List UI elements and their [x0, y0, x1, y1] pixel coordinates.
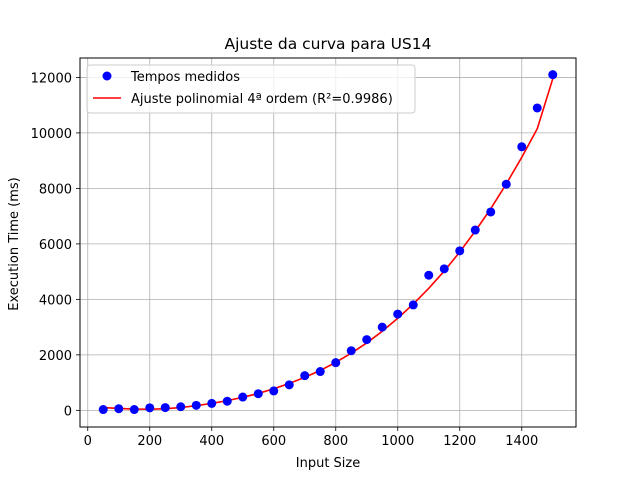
x-tick-label: 800 — [323, 434, 348, 449]
data-point — [486, 207, 496, 217]
data-point — [315, 367, 325, 377]
y-tick-label: 2000 — [39, 349, 72, 364]
data-point — [238, 392, 248, 402]
legend-box — [86, 64, 416, 114]
data-point — [377, 322, 387, 332]
data-point — [548, 70, 558, 80]
data-point — [253, 389, 263, 399]
legend-marker-scatter — [102, 71, 112, 81]
data-point — [160, 403, 170, 413]
data-point — [532, 103, 542, 113]
data-point — [269, 386, 279, 396]
data-point — [191, 400, 201, 410]
x-tick-label: 1400 — [505, 434, 538, 449]
y-axis-label: Execution Time (ms) — [7, 177, 22, 310]
plot-frame — [79, 57, 577, 428]
y-axis-ticks: 0 2000 4000 6000 8000 10000 12000 — [31, 71, 80, 419]
data-point — [114, 404, 124, 414]
legend-label-scatter: Tempos medidos — [130, 70, 240, 85]
data-point — [517, 142, 527, 152]
legend-label-line: Ajuste polinomial 4ª ordem (R²=0.9986) — [131, 92, 393, 107]
chart-title: Ajuste da curva para US14 — [225, 35, 432, 53]
data-point — [129, 405, 139, 415]
x-axis-ticks: 0 200 400 600 800 1000 1200 1400 — [84, 427, 538, 449]
data-point — [346, 346, 356, 356]
data-point — [284, 380, 294, 390]
data-point — [176, 402, 186, 412]
y-tick-label: 12000 — [31, 71, 72, 86]
legend: Tempos medidos Ajuste polinomial 4ª orde… — [86, 64, 416, 114]
x-tick-label: 0 — [84, 434, 92, 449]
y-tick-label: 0 — [64, 404, 72, 419]
data-points-layer — [98, 70, 558, 415]
data-point — [439, 264, 449, 274]
data-point — [331, 358, 341, 368]
data-point — [424, 270, 434, 280]
y-tick-label: 10000 — [31, 127, 72, 142]
data-point — [207, 398, 217, 408]
y-tick-label: 6000 — [39, 238, 72, 253]
x-tick-label: 600 — [261, 434, 286, 449]
x-tick-label: 1000 — [381, 434, 414, 449]
data-point — [470, 225, 480, 235]
data-point — [501, 179, 511, 189]
data-point — [145, 403, 155, 413]
y-tick-label: 4000 — [39, 293, 72, 308]
x-tick-label: 1200 — [443, 434, 476, 449]
data-point — [300, 371, 310, 381]
data-point — [455, 246, 465, 256]
data-point — [362, 335, 372, 345]
y-tick-label: 8000 — [39, 182, 72, 197]
data-point — [222, 396, 232, 406]
data-point — [98, 405, 108, 415]
x-tick-label: 200 — [137, 434, 162, 449]
x-axis-label: Input Size — [296, 456, 360, 471]
data-point — [408, 300, 418, 310]
data-point — [393, 309, 403, 319]
x-tick-label: 400 — [199, 434, 224, 449]
